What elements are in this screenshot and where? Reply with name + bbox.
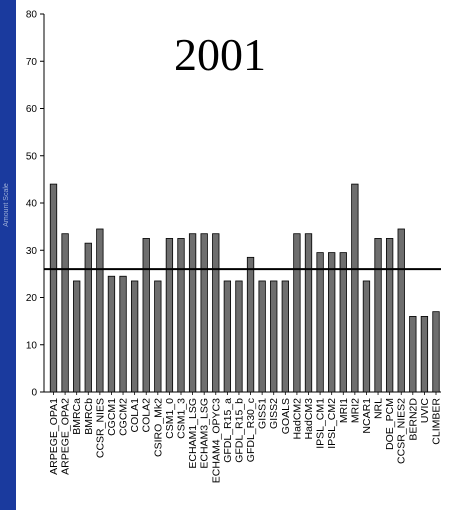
y-tick-label: 40 (26, 199, 38, 210)
bar (130, 280, 139, 393)
x-tick-label: IPSL_CM1 (315, 398, 327, 449)
x-tick-label: BMRCb (83, 398, 95, 435)
y-tick-label: 20 (26, 293, 38, 304)
bar (281, 280, 289, 393)
bar (328, 252, 336, 393)
x-tick-label: GOALS (280, 398, 292, 434)
x-tick-label: MRI2 (349, 398, 361, 423)
bar (409, 315, 417, 393)
bars (49, 183, 440, 393)
bar (223, 280, 232, 393)
bar (177, 238, 185, 393)
x-tick-label: GFDL_R15_a (222, 398, 234, 463)
bar (235, 280, 243, 393)
x-tick-label: GISS1 (257, 398, 269, 429)
bar (351, 183, 359, 393)
bar (258, 280, 266, 393)
x-tick-label: ARPEGE_OPA2 (60, 398, 72, 475)
x-tick-label: BMRCa (71, 398, 83, 435)
bar (270, 280, 278, 393)
bar (142, 238, 150, 393)
y-tick-label: 30 (26, 246, 38, 257)
y-tick-label: 50 (26, 151, 38, 162)
bar (200, 233, 208, 393)
bar (362, 280, 371, 393)
y-tick-label: 60 (26, 104, 38, 115)
x-tick-label: CSIRO_Mk2 (152, 398, 164, 457)
bar (374, 238, 382, 393)
bar (165, 238, 174, 393)
x-tick-label: ECHAM3_LSG (199, 398, 211, 469)
y-tick-label: 10 (26, 340, 38, 351)
x-tick-label: GFDL_R30_c (245, 398, 257, 462)
x-tick-label: COLA1 (129, 398, 141, 433)
x-tick-label: NRL (373, 398, 385, 419)
x-tick-label: CLIMBER (431, 398, 443, 445)
chart-title: 2001 (174, 29, 266, 80)
y-tick-label: 70 (26, 57, 38, 68)
bar (293, 233, 301, 393)
x-axis-labels: ARPEGE_OPA1 ARPEGE_OPA2 BMRCa BMRCb CCSR_NIE… (48, 392, 443, 483)
x-tick-label: ECHAM4_OPYC3 (210, 398, 222, 483)
bar (61, 233, 69, 393)
bar (73, 280, 81, 393)
y-axis-label: Amount Scale (3, 183, 10, 227)
x-tick-label: BERN2D (407, 398, 419, 441)
x-tick-label: HadCM2 (291, 398, 303, 440)
x-tick-label: UVIC (419, 398, 431, 424)
x-tick-label: CGCM2 (118, 398, 130, 436)
bar (49, 183, 58, 393)
x-tick-label: ARPEGE_OPA1 (48, 398, 60, 475)
x-tick-label: GFDL_R15_b (233, 398, 245, 463)
y-tick-label: 80 (26, 10, 38, 21)
y-axis-ticks: 0 10 20 30 40 50 60 70 80 (26, 10, 44, 399)
bar (154, 280, 162, 393)
bar (385, 238, 394, 393)
bar (420, 315, 429, 393)
x-tick-label: IPSL_CM2 (326, 398, 338, 449)
x-tick-label: CSM1_3 (176, 398, 188, 439)
x-tick-label: HadCM3 (303, 398, 315, 440)
bar (96, 228, 104, 393)
x-tick-label: NCAR1 (361, 398, 373, 434)
bar (84, 242, 92, 393)
bar (316, 252, 324, 393)
x-tick-label: CCSR_NIES2 (396, 398, 408, 464)
x-tick-label: COLA2 (141, 398, 153, 433)
x-tick-label: GISS2 (268, 398, 280, 429)
x-tick-label: ECHAM1_LSG (187, 398, 199, 469)
bar (212, 233, 220, 393)
x-tick-label: CGCM1 (106, 398, 118, 436)
bar (397, 228, 405, 393)
x-tick-label: CCSR_NIES (94, 398, 106, 458)
bar (119, 275, 127, 393)
bar (304, 233, 313, 393)
bar (339, 252, 347, 393)
y-tick-label: 0 (31, 388, 37, 399)
x-tick-label: CSM1_0 (164, 398, 176, 439)
bar (432, 311, 440, 393)
bar (188, 233, 197, 393)
x-tick-label: DOE_PCM (384, 398, 396, 450)
x-tick-label: MRI1 (338, 398, 350, 423)
bar (246, 256, 255, 393)
bar (107, 275, 116, 393)
